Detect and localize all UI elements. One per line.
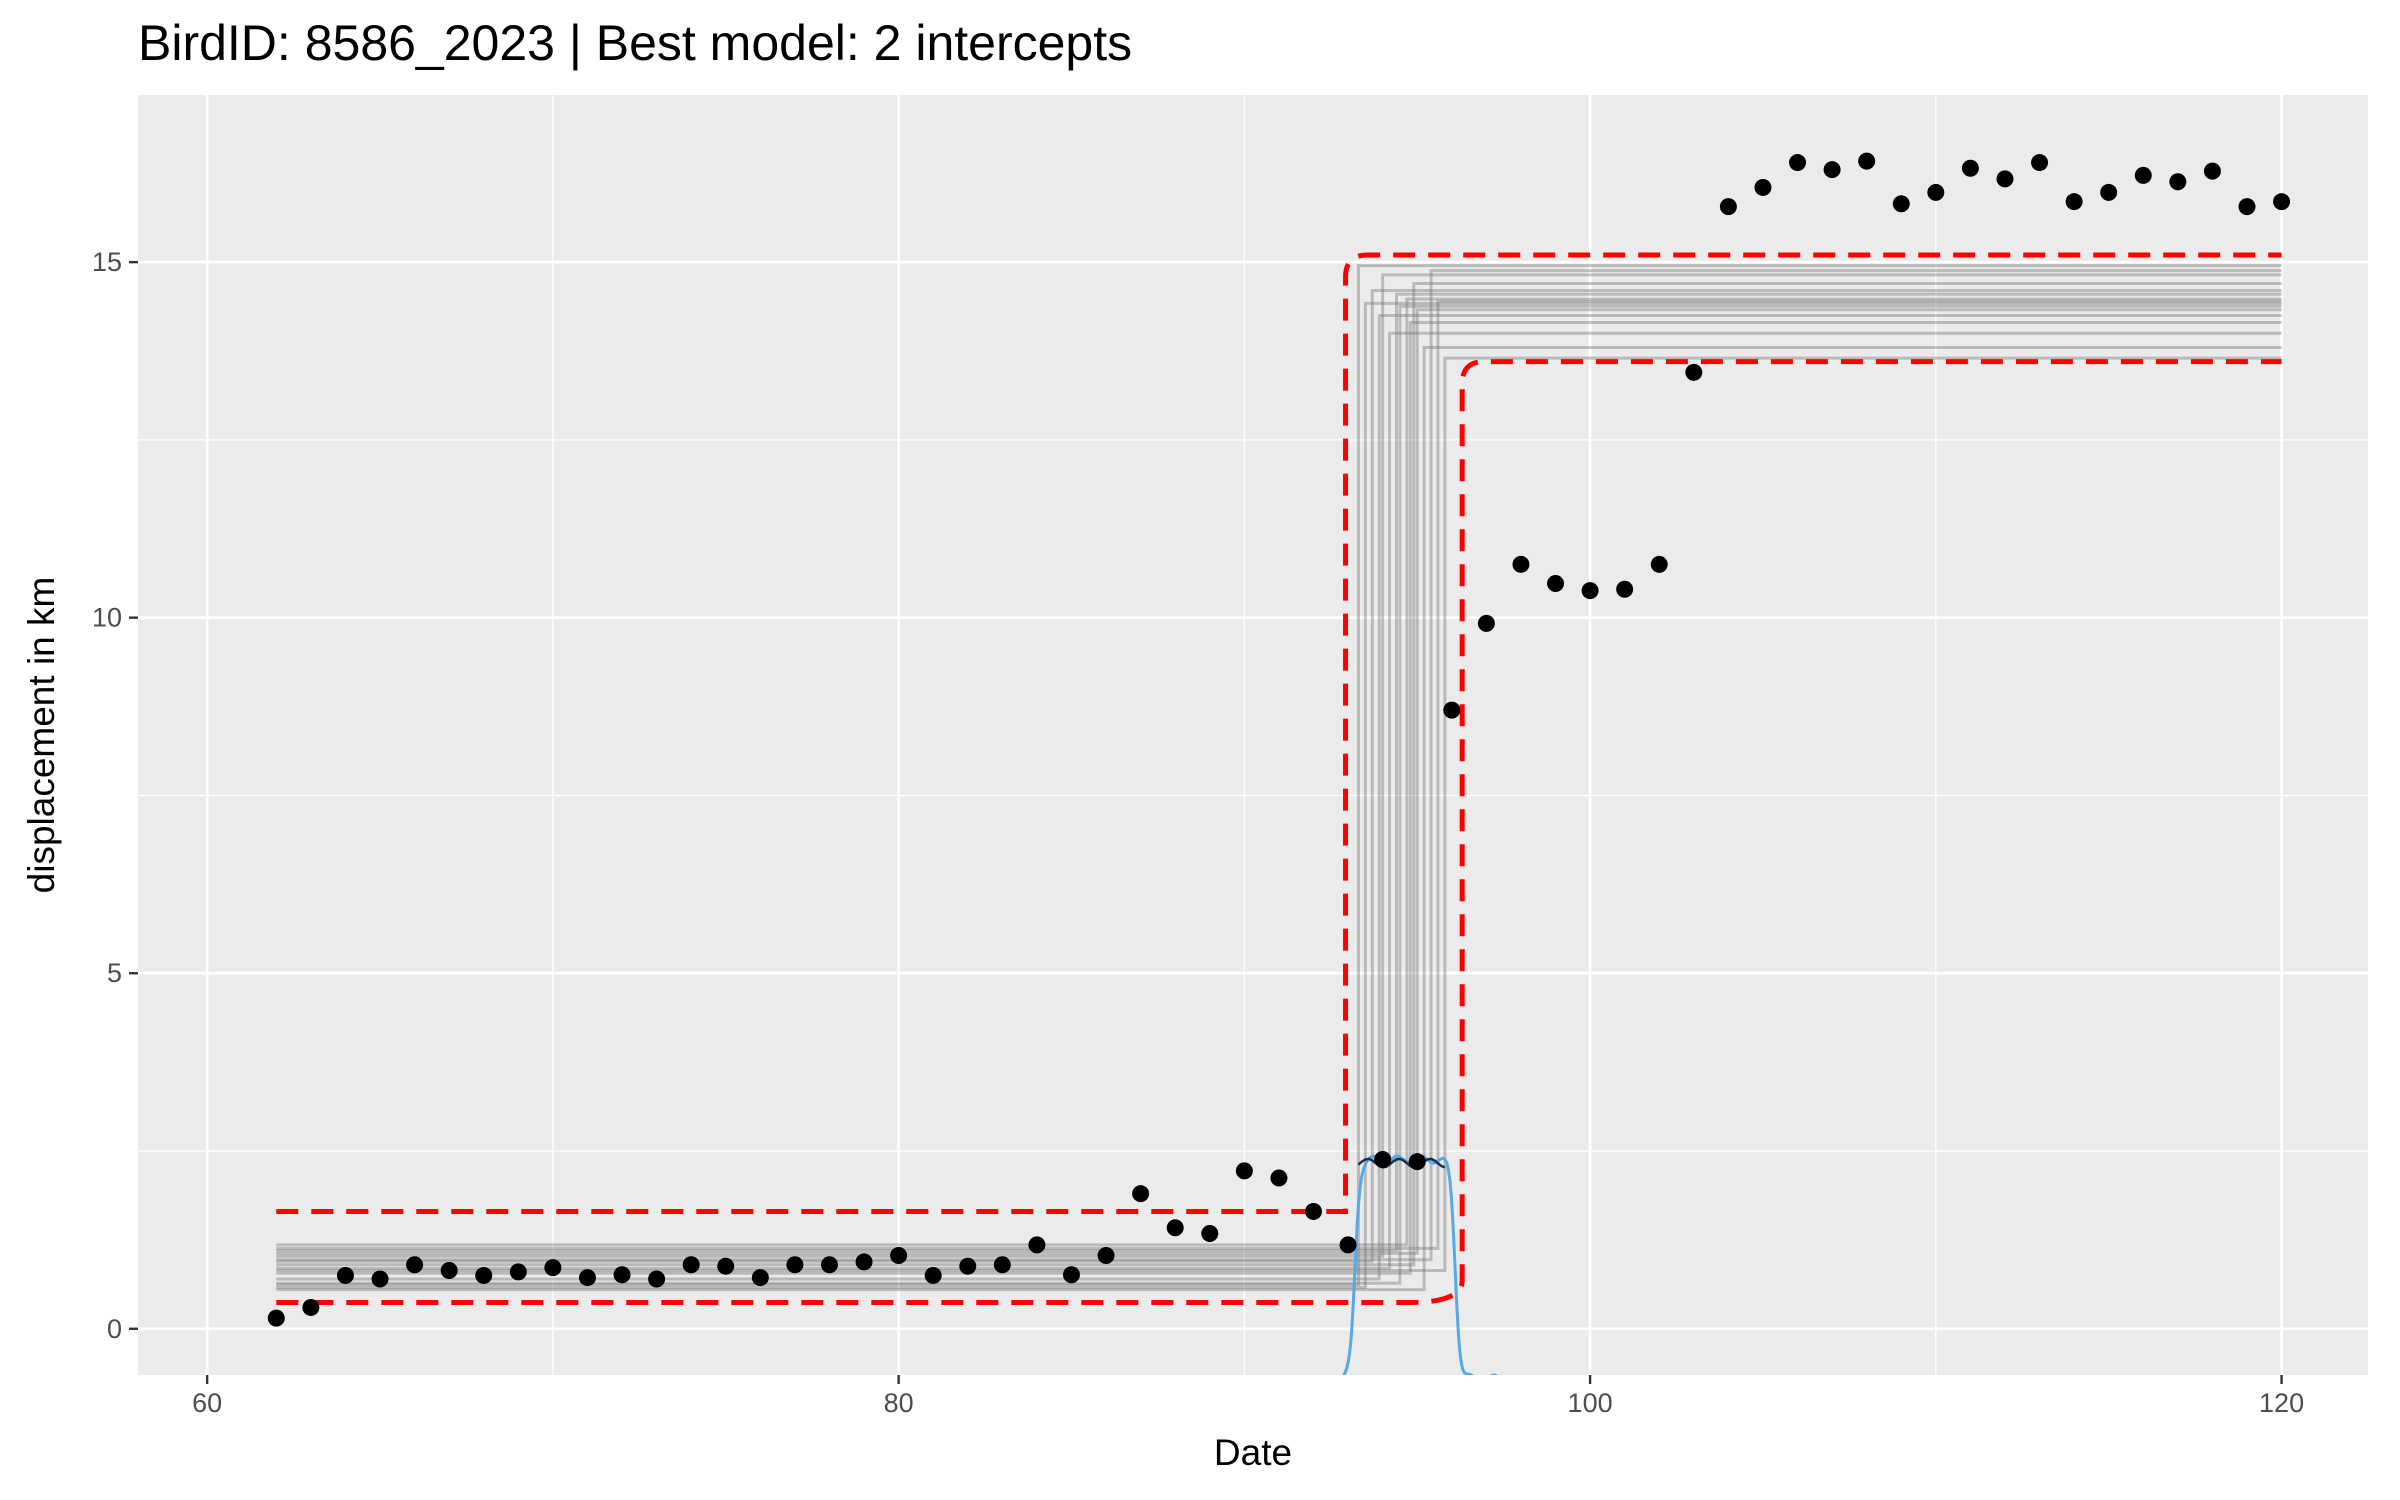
data-point (1858, 152, 1876, 170)
data-points (267, 152, 2291, 1327)
x-tick-label: 120 (2259, 1388, 2304, 1418)
data-point (2065, 193, 2083, 211)
data-point (1305, 1202, 1323, 1220)
data-point (1719, 198, 1737, 216)
x-tick-label: 100 (1568, 1388, 1613, 1418)
data-point (1996, 170, 2014, 188)
y-tick-label: 15 (92, 247, 122, 277)
data-point (924, 1266, 942, 1284)
data-point (1927, 183, 1945, 201)
data-point (890, 1247, 908, 1265)
model-fit-line (276, 292, 2282, 1253)
model-fit-line (276, 304, 2282, 1285)
data-point (1823, 161, 1841, 179)
data-point (1961, 159, 1979, 177)
grid-minor (138, 95, 2368, 1375)
model-fit-line (276, 269, 2282, 1262)
model-fit-line (276, 264, 2282, 1287)
y-tick-labels: 0 5 10 15 (92, 247, 122, 1344)
data-point (682, 1256, 700, 1274)
data-point (1062, 1266, 1080, 1284)
axis-ticks (129, 260, 2283, 1384)
data-point (1547, 575, 1565, 593)
y-tick-label: 0 (107, 1314, 122, 1344)
model-fits (276, 264, 2282, 1292)
data-point (2100, 183, 2118, 201)
x-tick-label: 80 (884, 1388, 914, 1418)
data-point (993, 1256, 1011, 1274)
data-point (1201, 1224, 1219, 1242)
data-point (2031, 154, 2049, 172)
data-point (959, 1257, 977, 1275)
data-point (544, 1259, 562, 1277)
data-point (1374, 1151, 1392, 1169)
data-point (1512, 555, 1530, 573)
data-point (371, 1270, 389, 1288)
data-point (1892, 195, 1910, 213)
x-tick-labels: 60 80 100 120 (192, 1388, 2304, 1418)
data-point (717, 1257, 735, 1275)
y-tick-label: 5 (107, 958, 122, 988)
y-tick-label: 10 (92, 603, 122, 633)
data-point (2134, 166, 2152, 184)
data-point (1235, 1162, 1253, 1180)
model-fit-line (276, 299, 2282, 1250)
data-point (475, 1266, 493, 1284)
data-point (613, 1266, 631, 1284)
data-point (648, 1270, 666, 1288)
y-axis-title: displacement in km (21, 577, 62, 894)
data-point (1477, 614, 1495, 632)
data-point (1097, 1247, 1115, 1265)
data-point (509, 1263, 527, 1281)
data-point (2273, 193, 2291, 211)
x-axis-title: Date (1214, 1432, 1292, 1473)
model-fit-line (276, 301, 2282, 1290)
credible-interval-upper (276, 252, 2282, 1214)
model-fit-line (276, 313, 2282, 1281)
data-point (820, 1256, 838, 1274)
data-point (1028, 1236, 1046, 1254)
data-point (2203, 162, 2221, 180)
data-point (1443, 701, 1461, 719)
data-point (2169, 173, 2187, 191)
chart-title: BirdID: 8586_2023 | Best model: 2 interc… (138, 15, 1133, 71)
data-point (267, 1309, 285, 1327)
credible-interval-lower (276, 359, 2282, 1305)
data-point (406, 1256, 424, 1274)
data-point (1339, 1236, 1357, 1254)
data-point (751, 1269, 769, 1287)
grid-major (138, 95, 2368, 1375)
model-fit-line (276, 281, 2282, 1267)
data-point (1650, 555, 1668, 573)
model-fit-line (276, 297, 2282, 1247)
data-point (2238, 198, 2256, 216)
model-fit-line (276, 321, 2282, 1275)
data-point (1685, 363, 1703, 381)
data-point (1754, 178, 1772, 196)
data-point (1789, 154, 1807, 172)
data-point (786, 1256, 804, 1274)
data-point (1581, 582, 1599, 600)
model-fit-line (276, 356, 2282, 1272)
data-point (855, 1253, 873, 1271)
model-fit-line (276, 273, 2282, 1258)
data-point (1616, 580, 1634, 598)
data-point (1408, 1153, 1426, 1171)
model-fit-line (276, 345, 2282, 1292)
switch-density-mean (1357, 1157, 1446, 1169)
data-point (578, 1269, 596, 1287)
data-point (1166, 1219, 1184, 1237)
data-point (302, 1298, 320, 1316)
credible-interval (276, 252, 2282, 1305)
data-point (1132, 1185, 1150, 1203)
data-point (440, 1261, 458, 1279)
plot-panel (138, 95, 2368, 1375)
data-point (336, 1266, 354, 1284)
model-fit-line (276, 308, 2282, 1255)
x-tick-label: 60 (192, 1388, 222, 1418)
data-point (1270, 1169, 1288, 1187)
